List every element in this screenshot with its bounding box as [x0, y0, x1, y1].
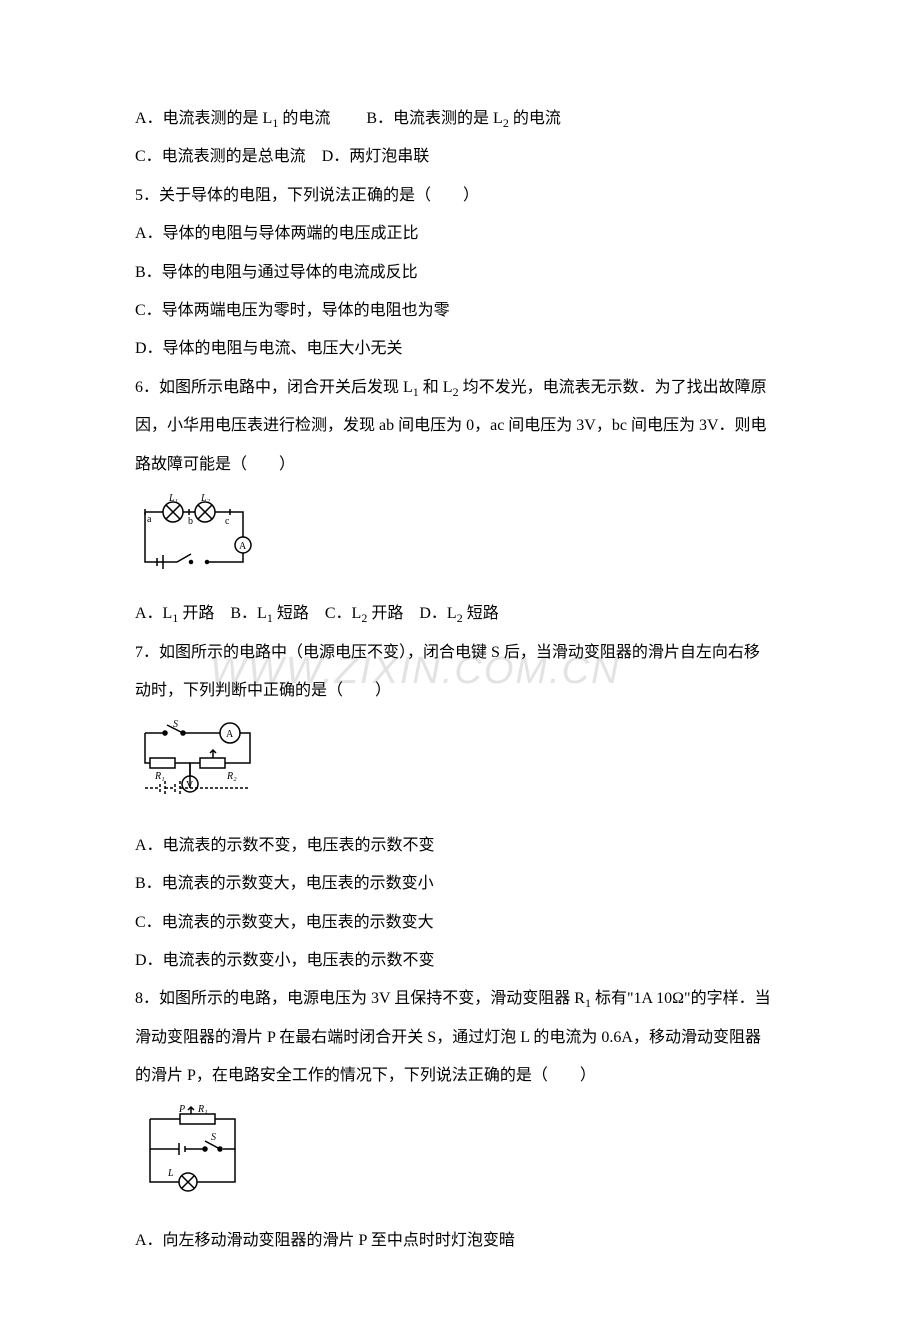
q7-optD: D．电流表的示数变小，电压表的示数不变 [135, 942, 785, 980]
svg-text:V: V [186, 780, 194, 791]
q4-options-line1: A．电流表测的是 L1 的电流 B．电流表测的是 L2 的电流 [135, 100, 785, 138]
svg-text:A: A [239, 541, 247, 552]
svg-text:P: P [178, 1104, 185, 1115]
q7-optA: A．电流表的示数不变，电压表的示数不变 [135, 827, 785, 865]
q6-options: A．L1 开路 B．L1 短路 C．L2 开路 D．L2 短路 [135, 595, 785, 633]
q4-optB: B．电流表测的是 L2 的电流 [366, 110, 560, 127]
q5-stem: 5．关于导体的电阻，下列说法正确的是（ ） [135, 177, 785, 215]
q8-stem-line2: 滑动变阻器的滑片 P 在最右端时闭合开关 S，通过灯泡 L 的电流为 0.6A，… [135, 1019, 785, 1057]
svg-text:L: L [167, 1168, 174, 1179]
q4-options-line2: C．电流表测的是总电流 D．两灯泡串联 [135, 138, 785, 176]
svg-text:L₁: L₁ [168, 493, 178, 504]
svg-text:R₂: R₂ [226, 771, 237, 782]
q4-optA: A．电流表测的是 L1 的电流 [135, 110, 330, 127]
svg-text:L₂: L₂ [200, 493, 211, 504]
q7-stem-line2: 动时，下列判断中正确的是（ ） [135, 672, 785, 710]
svg-text:c: c [225, 516, 230, 527]
q8-circuit-diagram: P R₁ S L [135, 1104, 785, 1214]
q8-stem-line1: 8．如图所示的电路，电源电压为 3V 且保持不变，滑动变阻器 R1 标有"1A … [135, 980, 785, 1018]
q4-optC: C．电流表测的是总电流 [135, 148, 306, 165]
q8-optA: A．向左移动滑动变阻器的滑片 P 至中点时时灯泡变暗 [135, 1222, 785, 1260]
q6-optA: A．L1 开路 [135, 605, 214, 622]
q8-stem-line3: 的滑片 P，在电路安全工作的情况下，下列说法正确的是（ ） [135, 1057, 785, 1095]
q6-optD: D．L2 短路 [419, 605, 498, 622]
svg-text:R₁: R₁ [197, 1104, 208, 1115]
q6-optC: C．L2 开路 [325, 605, 403, 622]
svg-text:a: a [147, 514, 152, 525]
q5-optC: C．导体两端电压为零时，导体的电阻也为零 [135, 292, 785, 330]
svg-text:A: A [226, 729, 234, 740]
q7-optB: B．电流表的示数变大，电压表的示数变小 [135, 865, 785, 903]
q7-optC: C．电流表的示数变大，电压表的示数变大 [135, 904, 785, 942]
svg-text:R₁: R₁ [154, 771, 165, 782]
q6-stem-line2: 因，小华用电压表进行检测，发现 ab 间电压为 0，ac 间电压为 3V，bc … [135, 407, 785, 445]
q5-optB: B．导体的电阻与通过导体的电流成反比 [135, 254, 785, 292]
q5-optA: A．导体的电阻与导体两端的电压成正比 [135, 215, 785, 253]
q5-optD: D．导体的电阻与电流、电压大小无关 [135, 330, 785, 368]
svg-text:b: b [188, 516, 193, 527]
q6-stem-line3: 路故障可能是（ ） [135, 446, 785, 484]
svg-text:S: S [211, 1132, 216, 1143]
q4-optD: D．两灯泡串联 [322, 148, 430, 165]
q7-circuit-diagram: S A R₁ R₂ V [135, 718, 785, 818]
svg-text:S: S [173, 719, 178, 730]
q7-stem-line1: 7．如图所示的电路中（电源电压不变），闭合电键 S 后，当滑动变阻器的滑片自左向… [135, 634, 785, 672]
q6-optB: B．L1 短路 [230, 605, 308, 622]
q6-circuit-diagram: L₁ L₂ a b c A [135, 492, 785, 587]
q6-stem-line1: 6．如图所示电路中，闭合开关后发现 L1 和 L2 均不发光，电流表无示数．为了… [135, 369, 785, 407]
